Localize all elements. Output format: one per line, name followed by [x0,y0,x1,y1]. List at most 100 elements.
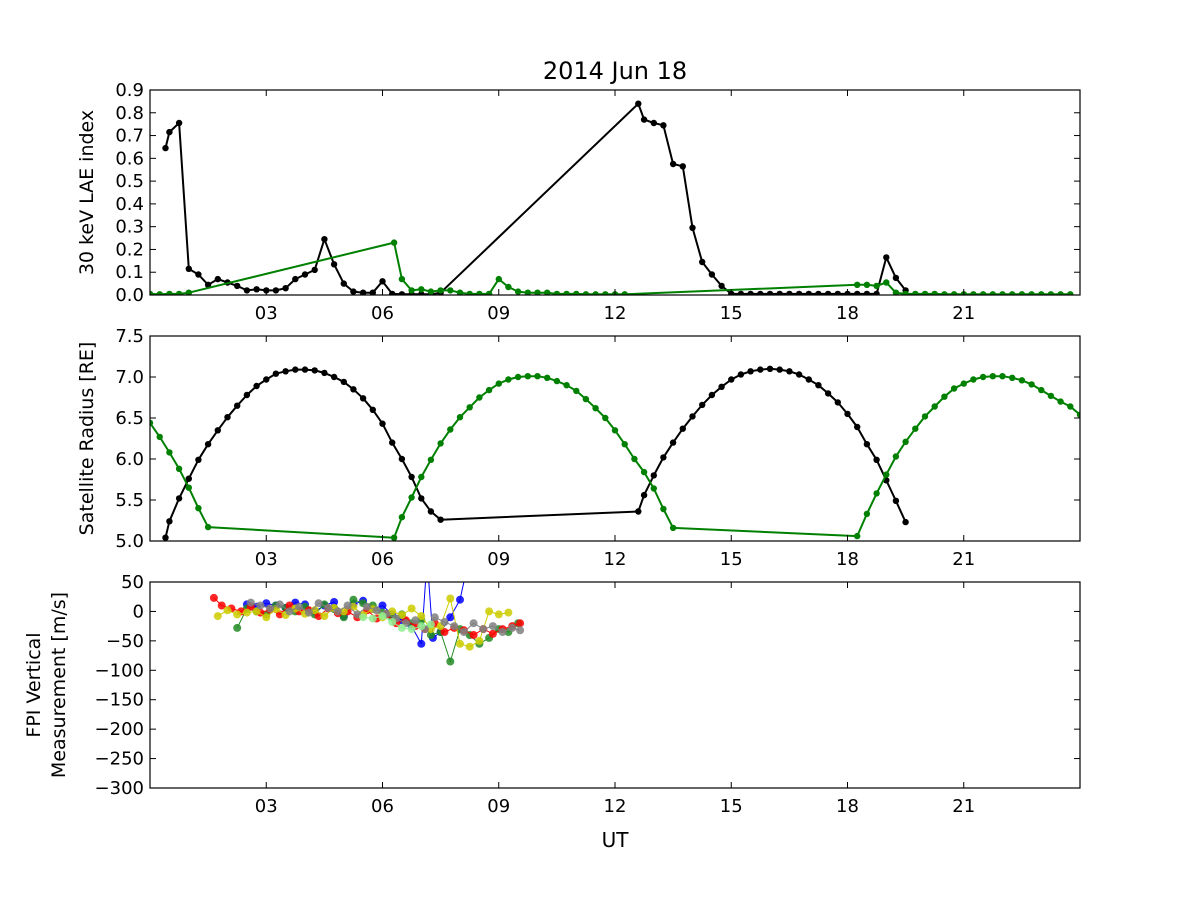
satellite-radius-data-point [514,373,522,381]
satellite-radius-data-point [427,508,435,515]
lae-index-data-point [553,290,561,295]
satellite-radius-data-point [989,373,996,380]
lae-index-data-point [737,290,745,295]
satellite-radius-data-point [418,495,425,502]
fpi-vertical-data-point [465,642,474,651]
fpi-vertical-data-point [498,628,507,636]
lae-index-data-point [1038,291,1045,295]
fpi-vertical-data-point [407,604,416,613]
satellite-radius-data-point [892,453,900,460]
satellite-radius-data-point [166,449,173,456]
lae-index-data-point [369,289,376,295]
fpi-vertical-data-point [479,625,488,634]
fpi-vertical-data-point [262,613,271,622]
lae-index-data-point [699,258,706,266]
lae-index-data-point [815,290,822,295]
satellite-radius-data-point [602,414,609,422]
satellite-radius-data-point [1047,392,1055,400]
satellite-radius-data-point [427,456,435,463]
fpi-vertical-data-point [295,602,304,611]
fpi-vertical-data-point [330,598,339,606]
satellite-radius-data-point [902,518,909,526]
fpi-vertical-data-point [440,618,449,626]
satellite-radius-data-point [824,390,832,397]
lae-index-data-point [437,287,444,294]
lae-index-data-point [398,275,406,283]
lae-index-data-point [805,290,812,295]
fpi-vertical-data-point [223,606,232,615]
lae-index-data-point [389,290,396,295]
satellite-radius-data-point [195,505,202,512]
satellite-radius-data-point [805,376,812,383]
satellite-radius-data-point [1076,411,1080,418]
lae-index-data-point [185,289,192,295]
satellite-radius-data-point [921,413,929,420]
lae-index-data-point [408,287,415,294]
satellite-radius-data-point [495,380,502,387]
satellite-radius-data-point [582,395,590,403]
fpi-vertical-data-point [397,611,406,619]
satellite-radius-data-point [1038,386,1045,394]
fpi-vertical-data-point [469,631,478,639]
fpi-vertical-data-point [266,604,275,613]
lae-index-panel: 03 06 09 12 15 18 210.00.10.20.30.40.50.60.70.… [76,80,1081,324]
satellite-radius-data-point [873,490,880,497]
satellite-radius-y-tick-label: 5.0 [115,531,144,552]
satellite-radius-data-point [960,380,967,387]
fpi-vertical-data-point [256,601,265,610]
lae-index-data-point [476,290,483,295]
satellite-radius-data-point [398,455,406,463]
fpi-vertical-data-point [324,603,333,612]
satellite-radius-data-point [359,395,367,402]
fpi-vertical-data-point [440,628,449,636]
fpi-vertical-data-point [343,601,352,610]
satellite-radius-data-point [185,475,192,482]
lae-index-y-tick-label: 0.3 [115,217,144,238]
fpi-vertical-panel: 03 06 09 12 15 18 21 −300 −250 −200 −150 −100 −50 0 50… [23,572,1081,817]
fpi-vertical-data-point [378,601,387,610]
lae-index-data-point [563,290,570,295]
lae-index-y-axis-label: 30 keV LAE index [76,110,98,275]
satellite-radius-data-point [737,371,745,378]
fpi-vertical-data-point [459,628,468,636]
satellite-radius-data-point [863,441,871,448]
satellite-radius-data-point [689,413,696,420]
satellite-radius-data-point [631,455,638,463]
fpi-vertical-data-point [333,607,342,616]
lae-index-data-point [931,290,938,295]
lae-index-data-point [921,290,929,295]
satellite-radius-data-point [854,532,861,540]
lae-index-data-point [592,291,599,295]
fpi-vertical-data-point [488,629,497,638]
fpi-vertical-data-point [446,657,455,666]
lae-index-data-point [834,290,841,295]
lae-index-plot-area [150,90,1080,295]
lae-index-y-tick-label: 0.5 [115,171,144,192]
lae-index-x-tick-label: 06 [371,303,394,324]
lae-index-data-point [447,287,454,294]
fpi-vertical-data-point [285,607,294,616]
satellite-radius-data-point [505,376,512,383]
lae-index-data-point [718,282,725,290]
lae-index-data-point [892,274,900,282]
fpi-vertical-data-point [508,623,517,632]
satellite-radius-data-point [390,534,398,541]
lae-index-data-point [989,291,996,295]
satellite-radius-data-point [640,468,648,476]
fpi-vertical-y-tick-label: −250 [95,749,144,770]
lae-index-data-point [912,290,919,295]
satellite-radius-data-point [757,366,764,373]
lae-index-data-point [350,288,357,295]
satellite-radius-y-tick-label: 6.0 [115,449,144,470]
satellite-radius-data-point [524,373,531,380]
satellite-radius-x-tick-label: 06 [371,549,394,570]
satellite-radius-data-point [282,368,289,375]
lae-index-data-point [390,239,398,246]
lae-index-data-point [485,290,493,295]
satellite-radius-data-point [476,394,483,401]
satellite-radius-data-point [150,419,154,427]
satellite-radius-data-point [350,386,357,393]
satellite-radius-data-point [553,377,561,385]
satellite-radius-data-point [931,403,938,410]
lae-index-x-tick-label: 18 [836,303,859,324]
